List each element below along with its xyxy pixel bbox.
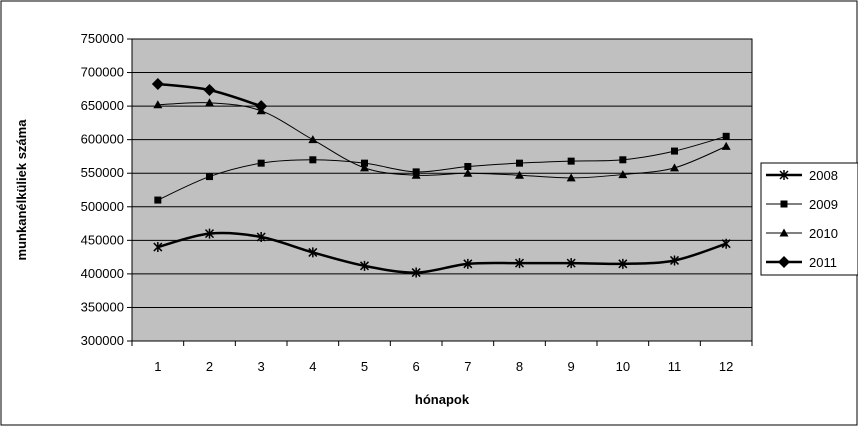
legend: 2008 2009 2010 2011 xyxy=(760,162,858,276)
x-tick-label: 7 xyxy=(464,359,471,374)
data-point-2008 xyxy=(411,267,421,278)
data-point-2010 xyxy=(463,168,473,177)
legend-label-2008: 2008 xyxy=(809,168,838,183)
gridlines xyxy=(132,72,752,308)
data-point-2010 xyxy=(670,163,679,172)
legend-label-2011: 2011 xyxy=(809,255,837,270)
data-point-2010 xyxy=(515,170,524,179)
data-point-2010 xyxy=(566,173,576,182)
x-tick-label: 5 xyxy=(361,359,368,374)
x-axis-title: hónapok xyxy=(415,392,470,407)
data-point-2010 xyxy=(721,141,731,150)
series-line-2008 xyxy=(157,231,727,274)
x-tick-label: 8 xyxy=(516,359,523,374)
data-point-2008 xyxy=(359,260,370,271)
data-point-2008 xyxy=(308,247,318,258)
data-point-2008 xyxy=(256,231,266,242)
data-point-2011 xyxy=(151,77,164,90)
y-tick-label: 400000 xyxy=(81,266,124,281)
series-line-2010 xyxy=(157,102,727,179)
data-point-2010 xyxy=(618,170,628,179)
data-point-2008 xyxy=(204,228,215,239)
data-point-2010 xyxy=(411,170,421,179)
data-point-2009 xyxy=(464,163,472,171)
data-point-2008 xyxy=(618,258,628,269)
y-tick-label: 500000 xyxy=(81,199,124,214)
legend-marker-2009 xyxy=(780,200,788,208)
x-tick-label: 3 xyxy=(258,359,265,374)
plot-area xyxy=(131,38,753,342)
data-point-2009 xyxy=(361,159,368,167)
y-tick-label: 550000 xyxy=(81,165,124,180)
data-point-2009 xyxy=(619,156,627,164)
data-point-2009 xyxy=(154,196,162,204)
x-tick-label: 12 xyxy=(719,359,733,374)
x-tick-label: 9 xyxy=(568,359,575,374)
x-tick-label: 4 xyxy=(309,359,316,374)
x-tick-label: 1 xyxy=(154,359,161,374)
x-tick-label: 2 xyxy=(206,359,213,374)
x-tick-label: 6 xyxy=(413,359,420,374)
y-tick-label: 350000 xyxy=(81,299,124,314)
data-point-2011 xyxy=(255,100,268,113)
legend-marker-2008 xyxy=(779,170,789,180)
data-point-2009 xyxy=(516,159,523,167)
legend-label-2009: 2009 xyxy=(809,197,838,212)
x-axis: 1 2 3 4 5 6 7 8 9 10 11 12 xyxy=(131,340,753,374)
data-point-2008 xyxy=(463,258,473,269)
data-point-2008 xyxy=(566,258,576,269)
series-line-2009 xyxy=(157,135,727,201)
legend-label-2010: 2010 xyxy=(809,226,838,241)
y-tick-label: 650000 xyxy=(81,98,124,113)
y-tick-label: 300000 xyxy=(81,333,124,348)
data-point-2009 xyxy=(671,147,678,155)
y-axis: 300000 350000 400000 450000 500000 550000 6000… xyxy=(81,31,132,348)
data-point-2010 xyxy=(308,135,318,144)
data-point-2010 xyxy=(205,98,214,107)
y-axis-title: munkanélküliek száma xyxy=(14,119,29,261)
data-point-2010 xyxy=(153,100,163,109)
series-layer xyxy=(151,77,731,278)
series-2010 xyxy=(153,98,731,182)
legend-marker-2010 xyxy=(779,228,789,237)
series-2011 xyxy=(151,77,268,113)
data-point-2009 xyxy=(567,157,575,165)
legend-marker-2011 xyxy=(778,256,790,268)
data-point-2008 xyxy=(669,255,680,266)
series-2008 xyxy=(153,228,731,278)
data-point-2008 xyxy=(514,258,525,269)
data-point-2009 xyxy=(257,159,265,167)
data-point-2009 xyxy=(309,156,317,164)
x-tick-label: 10 xyxy=(616,359,630,374)
y-tick-label: 750000 xyxy=(81,31,124,46)
y-tick-label: 700000 xyxy=(81,65,124,80)
y-tick-label: 600000 xyxy=(81,132,124,147)
data-point-2008 xyxy=(153,242,163,253)
data-point-2009 xyxy=(206,173,213,181)
y-tick-label: 450000 xyxy=(81,232,124,247)
x-tick-label: 11 xyxy=(668,359,682,374)
legend-box xyxy=(760,162,858,276)
data-point-2009 xyxy=(722,132,730,140)
data-point-2011 xyxy=(203,84,216,97)
data-point-2010 xyxy=(360,163,369,172)
data-point-2008 xyxy=(721,238,731,249)
